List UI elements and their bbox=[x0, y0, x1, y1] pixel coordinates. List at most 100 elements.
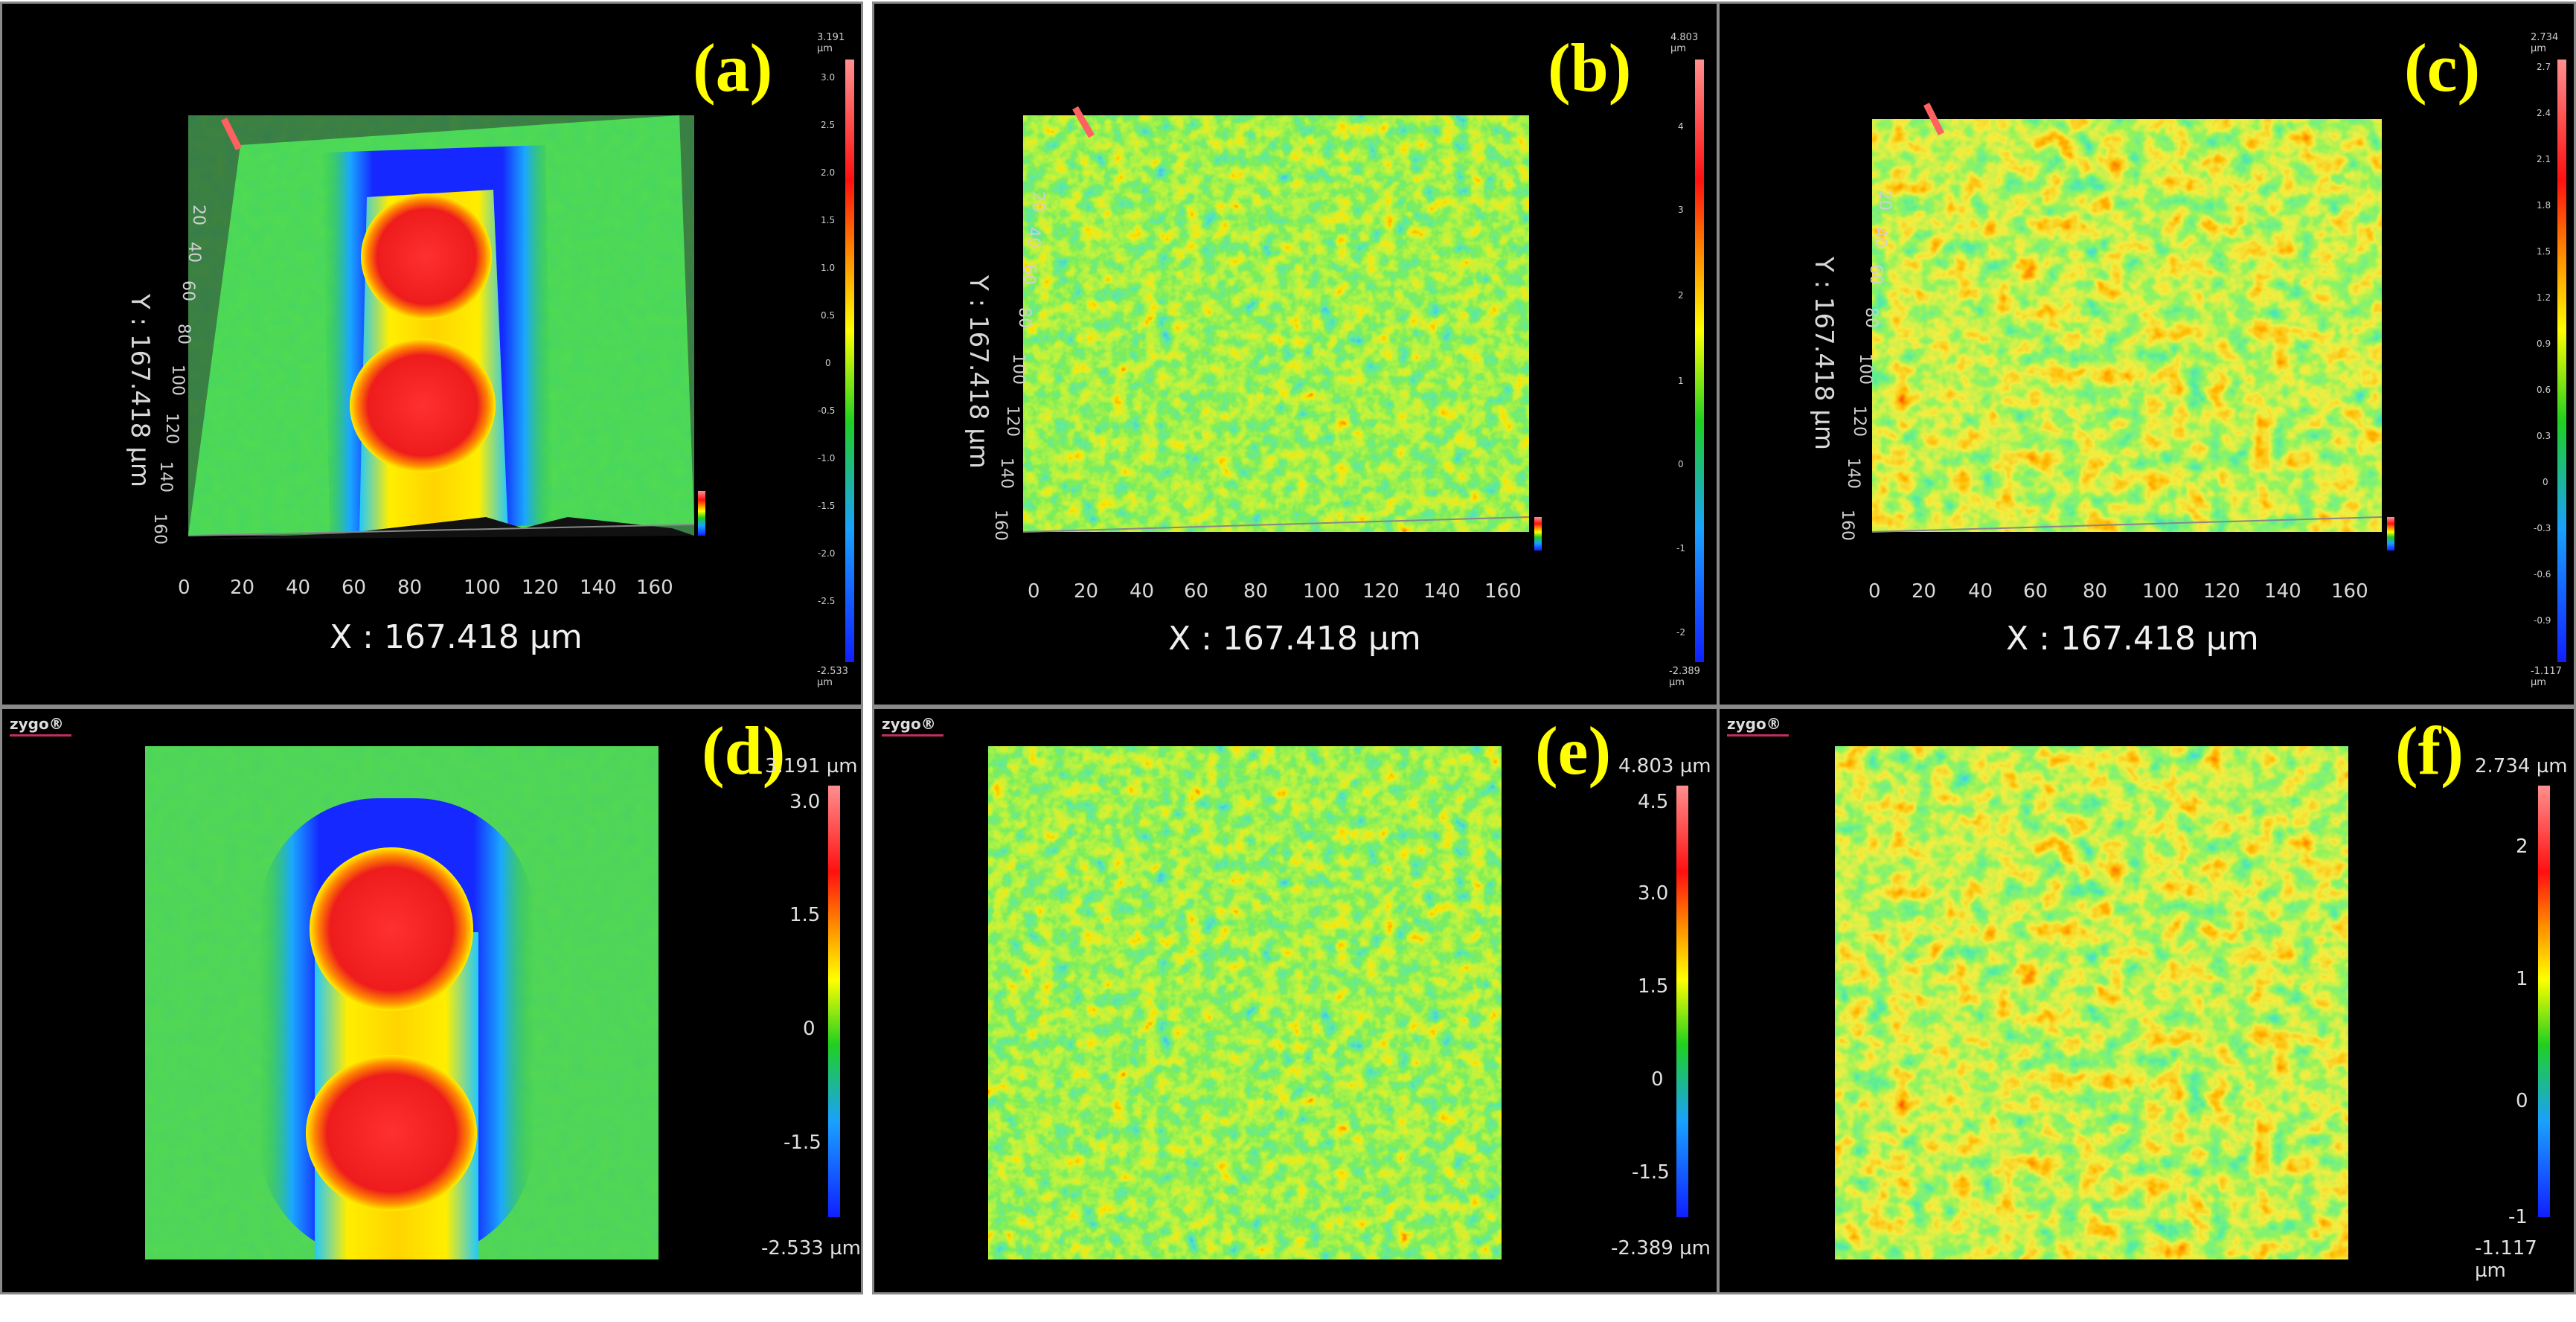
colorbar-tick-e-3: 0 bbox=[1651, 1068, 1664, 1091]
x-tick-b-60: 60 bbox=[1184, 580, 1209, 603]
panel-b: Y : 167.418 µm 0 20 40 60 80 100 120 140… bbox=[872, 1, 1719, 707]
colorbar-d bbox=[828, 786, 840, 1217]
colorbar-tick-a-1: 2.5 bbox=[821, 120, 836, 130]
x-tick-a-160: 160 bbox=[636, 577, 673, 599]
y-tick-c-160: 160 bbox=[1838, 510, 1856, 541]
colorbar-b bbox=[1695, 60, 1704, 662]
y-tick-c-140: 140 bbox=[1844, 458, 1862, 489]
y-tick-c-60: 60 bbox=[1866, 264, 1885, 285]
y-tick-a-20: 20 bbox=[189, 205, 208, 225]
y-axis-label-c: Y : 167.418 µm bbox=[1809, 257, 1839, 450]
colorbar-tick-b-0: 4 bbox=[1678, 121, 1684, 132]
colorbar-tick-b-2: 2 bbox=[1678, 290, 1684, 301]
x-tick-a-60: 60 bbox=[342, 577, 367, 599]
x-tick-b-20: 20 bbox=[1074, 580, 1099, 603]
panel-label-f: (f) bbox=[2395, 713, 2464, 789]
colorbar-tick-c-10: -0.3 bbox=[2534, 523, 2551, 533]
colorbar-min-a: -2.533 µm bbox=[817, 666, 848, 688]
surface-map-d bbox=[145, 746, 659, 1260]
surface-3d-b bbox=[1022, 106, 1542, 551]
colorbar-tick-c-6: 0.9 bbox=[2537, 338, 2551, 349]
colorbar-tick-c-1: 2.4 bbox=[2537, 108, 2551, 118]
panel-a: Y : 167.418 µm 0 20 40 60 80 100 120 140… bbox=[0, 1, 863, 707]
x-tick-c-160: 160 bbox=[2331, 580, 2368, 603]
surface-map-f bbox=[1835, 746, 2348, 1260]
colorbar-tick-d-0: 3.0 bbox=[789, 791, 821, 813]
colorbar-max-e: 4.803 µm bbox=[1618, 755, 1711, 777]
colorbar-min-b: -2.389 µm bbox=[1669, 666, 1700, 688]
y-tick-a-40: 40 bbox=[185, 242, 203, 263]
y-tick-b-40: 40 bbox=[1024, 227, 1042, 248]
colorbar-tick-c-2: 2.1 bbox=[2537, 154, 2551, 164]
y-tick-c-80: 80 bbox=[1862, 307, 1880, 328]
y-tick-c-100: 100 bbox=[1856, 353, 1874, 385]
colorbar-tick-c-0: 2.7 bbox=[2537, 62, 2551, 72]
x-tick-c-60: 60 bbox=[2023, 580, 2048, 603]
x-tick-c-40: 40 bbox=[1968, 580, 1993, 603]
panel-label-d: (d) bbox=[702, 713, 786, 789]
colorbar-tick-e-0: 4.5 bbox=[1638, 791, 1669, 813]
colorbar-tick-a-9: -1.5 bbox=[818, 501, 836, 511]
colorbar-max-a: 3.191 µm bbox=[817, 32, 845, 54]
y-axis-label-b: Y : 167.418 µm bbox=[964, 275, 993, 469]
colorbar-tick-d-3: -1.5 bbox=[784, 1132, 821, 1154]
x-axis-label-c: X : 167.418 µm bbox=[2006, 620, 2259, 658]
colorbar-e bbox=[1676, 786, 1688, 1217]
x-tick-a-120: 120 bbox=[522, 577, 559, 599]
panel-label-a: (a) bbox=[693, 30, 773, 106]
colorbar-tick-c-5: 1.2 bbox=[2537, 292, 2551, 303]
y-tick-b-160: 160 bbox=[991, 510, 1010, 541]
surface-3d-a bbox=[188, 115, 705, 539]
x-tick-b-0: 0 bbox=[1028, 580, 1040, 603]
colorbar-max-c: 2.734 µm bbox=[2531, 32, 2559, 54]
colorbar-a bbox=[845, 60, 854, 662]
panel-label-b: (b) bbox=[1548, 30, 1632, 106]
x-tick-c-140: 140 bbox=[2264, 580, 2301, 603]
x-tick-a-100: 100 bbox=[464, 577, 501, 599]
colorbar-tick-c-4: 1.5 bbox=[2537, 246, 2551, 257]
colorbar-min-f: -1.117 µm bbox=[2475, 1237, 2537, 1282]
x-tick-b-80: 80 bbox=[1243, 580, 1269, 603]
x-tick-c-20: 20 bbox=[1912, 580, 1937, 603]
colorbar-tick-a-3: 1.5 bbox=[821, 215, 836, 225]
colorbar-tick-f-3: -1 bbox=[2508, 1206, 2528, 1228]
y-tick-c-40: 40 bbox=[1871, 227, 1889, 248]
panel-f: zygo® (f) 2.734 µm 2 1 0 -1 -1.117 µm bbox=[1717, 707, 2576, 1294]
colorbar-tick-b-3: 1 bbox=[1678, 376, 1684, 386]
x-tick-c-100: 100 bbox=[2142, 580, 2179, 603]
y-tick-b-100: 100 bbox=[1009, 353, 1028, 385]
panel-d: zygo® (d) 3.191 µm 3.0 1.5 0 -1.5 -2.533… bbox=[0, 707, 863, 1294]
x-tick-c-0: 0 bbox=[1868, 580, 1881, 603]
x-tick-a-80: 80 bbox=[397, 577, 423, 599]
colorbar-tick-c-3: 1.8 bbox=[2537, 200, 2551, 211]
colorbar-max-f: 2.734 µm bbox=[2475, 755, 2568, 777]
x-tick-a-140: 140 bbox=[580, 577, 617, 599]
y-tick-a-120: 120 bbox=[162, 413, 181, 444]
colorbar-c bbox=[2557, 60, 2566, 662]
panel-label-e: (e) bbox=[1535, 713, 1612, 789]
x-tick-b-160: 160 bbox=[1484, 580, 1522, 603]
colorbar-min-d: -2.533 µm bbox=[761, 1237, 861, 1260]
colorbar-tick-a-0: 3.0 bbox=[821, 72, 836, 83]
y-tick-a-140: 140 bbox=[156, 461, 175, 492]
y-tick-b-120: 120 bbox=[1003, 405, 1022, 437]
colorbar-f bbox=[2538, 786, 2550, 1217]
y-tick-b-20: 20 bbox=[1028, 191, 1047, 212]
colorbar-tick-b-6: -2 bbox=[1676, 627, 1685, 638]
colorbar-tick-c-12: -0.9 bbox=[2534, 615, 2551, 626]
y-tick-b-140: 140 bbox=[997, 458, 1016, 489]
colorbar-tick-b-1: 3 bbox=[1678, 205, 1684, 215]
colorbar-tick-e-4: -1.5 bbox=[1632, 1161, 1670, 1184]
panel-label-c: (c) bbox=[2404, 30, 2481, 106]
colorbar-tick-f-1: 1 bbox=[2516, 968, 2528, 990]
surface-map-e bbox=[988, 746, 1502, 1260]
zygo-logo: zygo® bbox=[10, 715, 71, 737]
zygo-logo: zygo® bbox=[1727, 715, 1789, 737]
x-tick-a-20: 20 bbox=[230, 577, 255, 599]
colorbar-min-c: -1.117 µm bbox=[2531, 666, 2562, 688]
colorbar-tick-f-2: 0 bbox=[2516, 1090, 2528, 1112]
colorbar-tick-a-6: 0 bbox=[825, 358, 831, 368]
y-tick-a-160: 160 bbox=[150, 513, 169, 545]
colorbar-tick-f-0: 2 bbox=[2516, 835, 2528, 858]
colorbar-tick-a-10: -2.0 bbox=[818, 548, 836, 559]
